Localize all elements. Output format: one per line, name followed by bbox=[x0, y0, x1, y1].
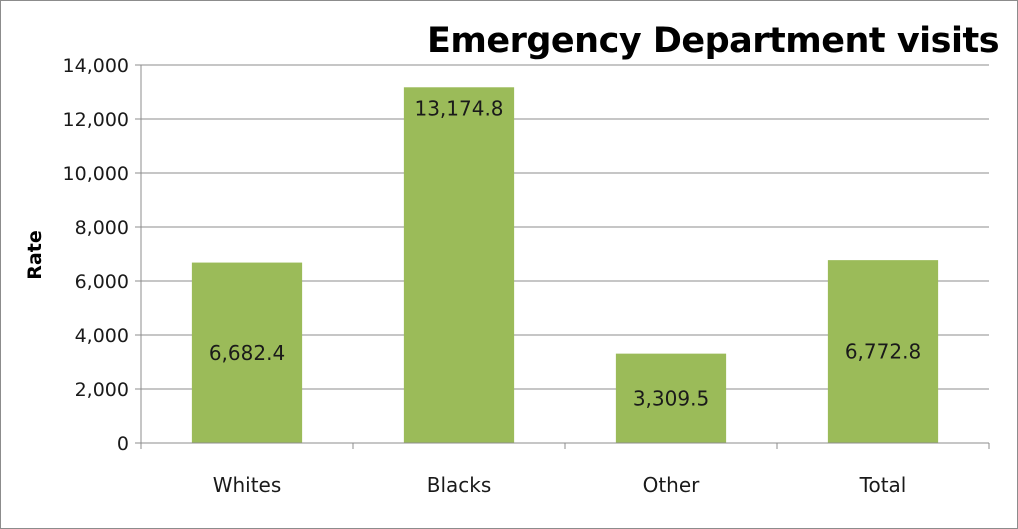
chart-title: Emergency Department visits bbox=[427, 21, 999, 61]
y-tick-label: 2,000 bbox=[75, 379, 129, 401]
y-tick-label: 4,000 bbox=[75, 325, 129, 347]
bar-other bbox=[615, 353, 727, 443]
category-label: Other bbox=[643, 473, 701, 497]
bar-total bbox=[827, 260, 939, 443]
category-label: Whites bbox=[213, 473, 282, 497]
data-label: 3,309.5 bbox=[633, 386, 709, 410]
labels: Whites 6,682.4 Blacks 13,174.8 Other 3,309.5 T… bbox=[209, 96, 921, 497]
bars bbox=[191, 87, 939, 444]
y-tick-label: 0 bbox=[117, 433, 129, 455]
y-tick-label: 10,000 bbox=[63, 163, 129, 185]
bar-whites bbox=[191, 262, 303, 443]
bar-blacks bbox=[403, 87, 515, 444]
data-label: 13,174.8 bbox=[414, 96, 503, 120]
data-label: 6,772.8 bbox=[845, 340, 921, 364]
y-tick-label: 12,000 bbox=[63, 109, 129, 131]
data-label: 6,682.4 bbox=[209, 341, 285, 365]
axes: 0 2,000 4,000 6,000 8,000 10,000 12,000 14,000 bbox=[63, 55, 990, 455]
y-tick-label: 6,000 bbox=[75, 271, 129, 293]
y-tick-label: 8,000 bbox=[75, 217, 129, 239]
y-tick-label: 14,000 bbox=[63, 55, 129, 77]
category-label: Blacks bbox=[427, 473, 492, 497]
category-label: Total bbox=[859, 473, 907, 497]
y-axis-title: Rate bbox=[24, 230, 46, 279]
